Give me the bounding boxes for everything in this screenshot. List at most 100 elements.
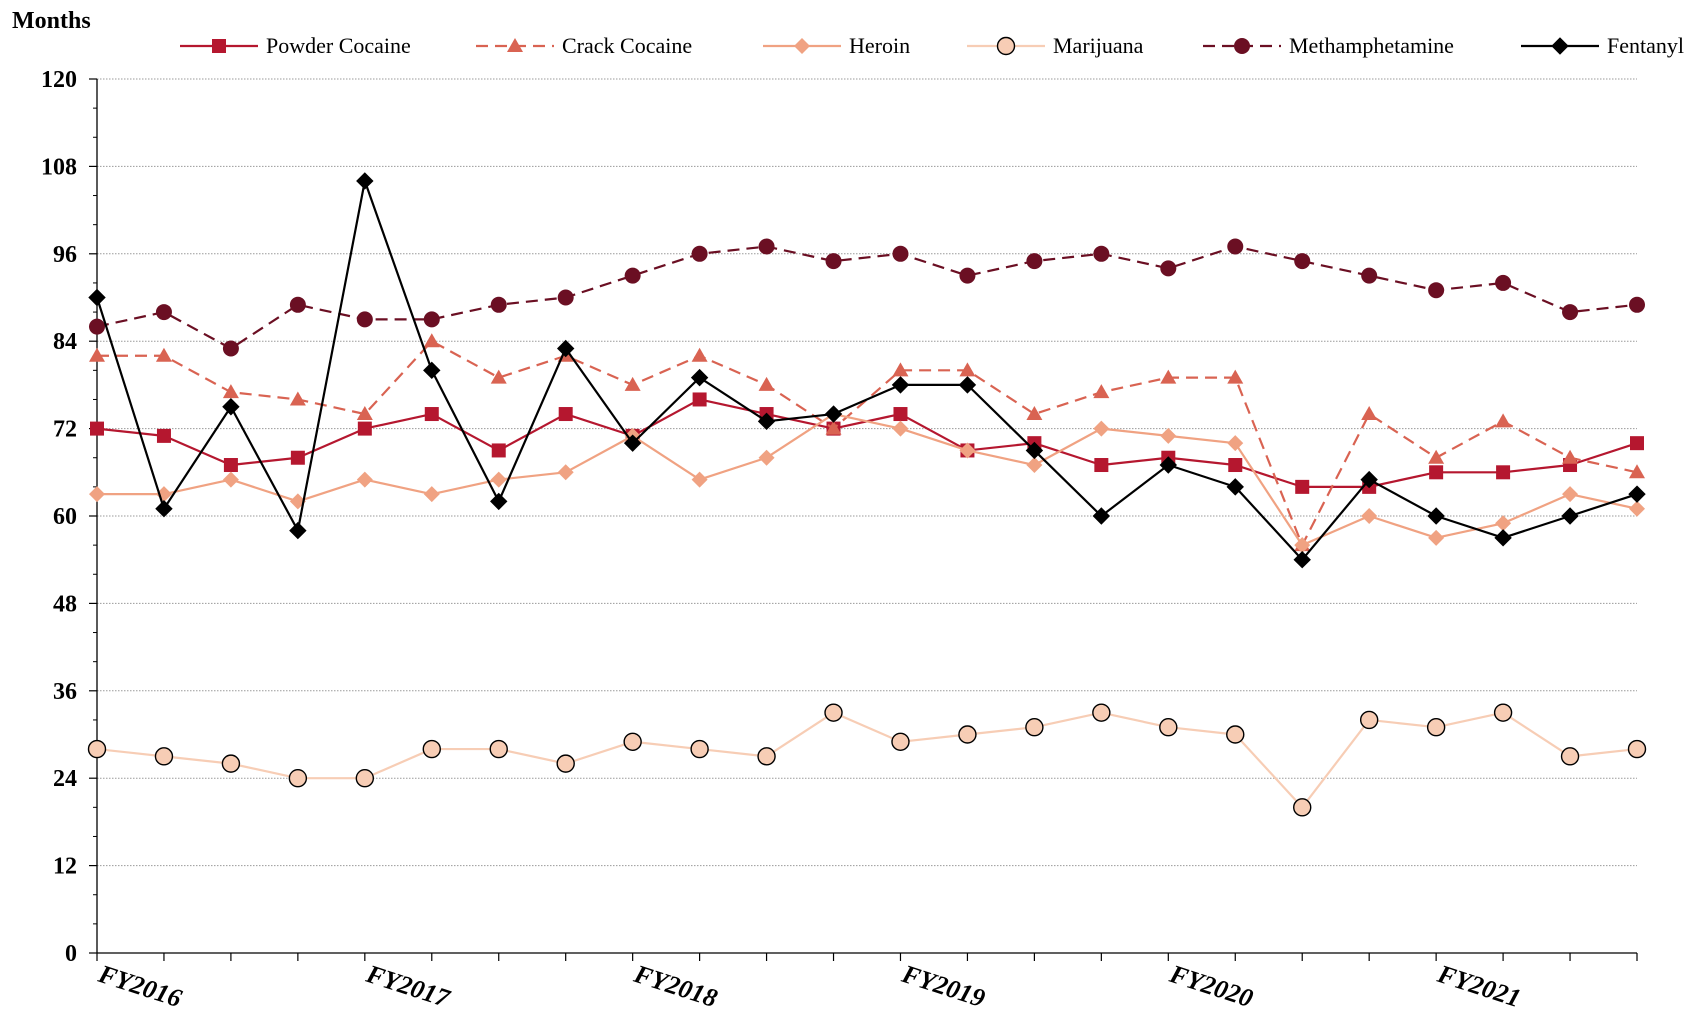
data-point	[1092, 703, 1111, 722]
data-point	[89, 318, 105, 335]
series-1	[89, 333, 1645, 552]
y-tick-label: 36	[53, 679, 77, 705]
legend-item-2: Heroin	[763, 33, 910, 58]
data-point	[892, 362, 909, 377]
data-point	[1562, 304, 1579, 321]
x-tick-label: FY2020	[1165, 959, 1256, 1013]
data-point	[221, 754, 241, 773]
data-point	[424, 407, 439, 422]
data-point	[1495, 413, 1512, 428]
data-point	[959, 267, 976, 284]
data-point	[691, 245, 708, 262]
data-point	[557, 464, 574, 481]
data-point	[1562, 449, 1579, 464]
legend-label: Methamphetamine	[1289, 33, 1454, 58]
data-point	[891, 376, 910, 394]
data-point	[1428, 449, 1445, 464]
data-point	[691, 347, 708, 362]
data-point	[824, 405, 843, 423]
data-point	[758, 449, 775, 466]
data-point	[90, 421, 104, 436]
data-point	[356, 172, 374, 190]
data-point	[1025, 441, 1044, 460]
data-point	[958, 376, 977, 394]
data-point	[1629, 500, 1645, 517]
data-point	[1160, 260, 1177, 277]
data-point	[1234, 38, 1250, 54]
data-point	[996, 36, 1016, 56]
y-axis-title: Months	[12, 8, 91, 34]
y-tick-label: 96	[53, 242, 77, 268]
data-point	[1226, 725, 1245, 744]
data-point	[891, 732, 910, 751]
y-tick-label: 60	[53, 504, 77, 530]
data-point	[1561, 507, 1579, 525]
data-point	[1630, 436, 1644, 451]
data-point	[1361, 508, 1378, 524]
data-point	[1493, 703, 1513, 722]
legend-item-5: Fentanyl	[1521, 33, 1684, 58]
data-point	[1427, 507, 1445, 525]
data-point	[1093, 420, 1110, 437]
legend-label: Marijuana	[1053, 33, 1144, 58]
data-point	[1562, 486, 1579, 503]
data-point	[1160, 369, 1177, 384]
data-point	[556, 754, 575, 773]
data-point	[289, 391, 306, 406]
data-point	[290, 450, 305, 465]
series-line	[97, 412, 1638, 547]
x-tick-label: FY2019	[898, 959, 989, 1013]
data-point	[356, 406, 373, 421]
data-point	[1026, 253, 1043, 270]
data-point	[1227, 369, 1244, 384]
data-point	[758, 238, 775, 255]
data-point	[1227, 238, 1244, 255]
series-line	[96, 711, 1638, 809]
data-point	[1228, 458, 1243, 473]
data-point	[557, 289, 574, 306]
series-group	[87, 172, 1647, 817]
legend-label: Powder Cocaine	[266, 33, 411, 58]
data-point	[222, 398, 240, 416]
data-point	[1160, 427, 1177, 444]
data-point	[1295, 479, 1310, 494]
data-point	[357, 421, 372, 436]
gridlines	[97, 78, 1637, 867]
data-point	[1629, 296, 1645, 313]
series-4	[89, 238, 1645, 357]
data-point	[1360, 470, 1378, 489]
data-point	[423, 333, 440, 348]
data-point	[758, 376, 775, 391]
data-point	[825, 420, 842, 435]
data-point	[690, 739, 709, 759]
data-point	[794, 38, 810, 54]
data-point	[1627, 739, 1647, 759]
data-point	[892, 245, 909, 262]
data-point	[1026, 406, 1043, 421]
data-point	[490, 471, 507, 488]
data-point	[1426, 718, 1446, 737]
data-point	[692, 392, 707, 407]
data-point	[1496, 465, 1511, 480]
data-point	[757, 412, 776, 431]
data-point	[1293, 798, 1312, 817]
data-point	[624, 267, 641, 284]
data-point	[289, 296, 306, 313]
x-tick-label: FY2018	[630, 959, 721, 1013]
series-2	[89, 406, 1645, 554]
data-point	[1094, 458, 1109, 473]
y-tick-label: 0	[65, 941, 77, 967]
data-point	[155, 347, 172, 362]
data-point	[1428, 282, 1445, 299]
data-point	[958, 725, 977, 744]
data-point	[1093, 384, 1110, 399]
data-point	[1294, 253, 1311, 270]
data-point	[356, 471, 373, 488]
series-line	[97, 340, 1638, 547]
data-point	[222, 384, 239, 399]
data-point	[558, 407, 573, 422]
data-point	[1093, 245, 1110, 262]
y-tick-label: 24	[53, 766, 77, 792]
legend: Powder Cocaine Crack Cocaine Heroin Marijua…	[180, 33, 1684, 58]
